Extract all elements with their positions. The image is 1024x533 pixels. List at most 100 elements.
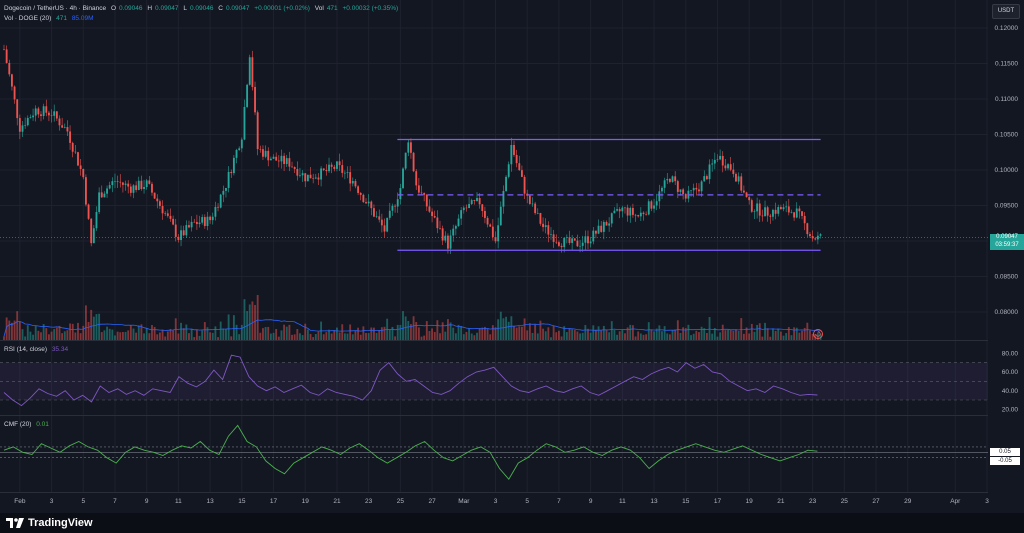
candle-body — [145, 180, 148, 188]
volume-bar — [441, 322, 444, 340]
volume-bar — [275, 329, 278, 340]
time-tick-label: 17 — [270, 498, 278, 505]
volume-bar — [306, 329, 309, 340]
tradingview-logo[interactable]: TradingView — [6, 517, 93, 529]
volume-bar — [182, 328, 185, 340]
candle-body — [404, 152, 407, 169]
candle-body — [629, 207, 632, 216]
volume-bar — [116, 331, 119, 340]
volume-bar — [42, 324, 45, 340]
time-tick-label: 19 — [302, 498, 310, 505]
candle-body — [531, 203, 534, 205]
candle-body — [394, 205, 397, 207]
candle-body — [647, 201, 650, 215]
volume-bar — [515, 327, 518, 340]
time-tick-label: Feb — [14, 498, 26, 505]
candle-body — [84, 177, 87, 205]
candle-body — [735, 173, 737, 182]
candle-body — [47, 112, 50, 116]
candle-body — [349, 172, 352, 184]
volume-bar — [462, 334, 465, 340]
volume-bar — [137, 325, 140, 340]
volume-bar — [523, 318, 526, 340]
candle-body — [235, 149, 238, 158]
candle-body — [732, 169, 735, 174]
volume-bar — [679, 332, 682, 340]
volume-bar — [735, 329, 737, 340]
candle-body — [787, 206, 790, 213]
volume-bar — [11, 322, 13, 340]
cmf-label: CMF (20) — [4, 421, 32, 428]
volume-bar — [737, 330, 740, 340]
candle-body — [417, 185, 420, 193]
volume-bar — [388, 329, 391, 340]
volume-bar — [468, 328, 471, 340]
volume-bar — [676, 320, 679, 340]
candle-body — [386, 217, 389, 232]
volume-bar — [264, 327, 267, 340]
candle-body — [729, 164, 732, 170]
candle-body — [811, 236, 814, 239]
volume-bar — [124, 331, 127, 340]
legend-volume[interactable]: Vol · DOGE (20) 471 85.09M — [4, 15, 97, 22]
candle-body — [119, 181, 122, 183]
candle-body — [275, 156, 278, 161]
currency-button[interactable]: USDT — [992, 4, 1020, 19]
candle-body — [801, 211, 803, 216]
volume-bar — [217, 337, 219, 340]
volume-bar — [581, 332, 584, 340]
candle-body — [579, 245, 581, 247]
chart-canvas[interactable]: 0.12000 0.11500 0.11000 0.10500 0.10000 0.095… — [0, 0, 1024, 513]
legend-cmf[interactable]: CMF (20) 0.01 — [4, 421, 52, 428]
time-tick-label: 5 — [525, 498, 529, 505]
low-label: L — [183, 5, 187, 12]
volume-bar — [663, 326, 666, 340]
candle-body — [518, 163, 521, 171]
volume-bar — [26, 325, 29, 340]
candle-body — [248, 57, 251, 85]
candle-body — [661, 187, 663, 192]
price-channel[interactable] — [397, 138, 821, 251]
time-tick-label: 3 — [494, 498, 498, 505]
candle-body — [460, 210, 463, 219]
candle-body — [462, 207, 465, 211]
volume-bar — [121, 331, 124, 340]
rsi-tick-label: 60.00 — [1002, 369, 1019, 376]
candle-body — [322, 168, 325, 171]
candle-body — [563, 237, 566, 248]
candle-body — [116, 181, 119, 182]
volume-bar — [700, 326, 703, 340]
time-tick-label: Mar — [458, 498, 470, 505]
candle-body — [510, 144, 513, 165]
candle-body — [8, 62, 11, 75]
volume-bar — [814, 333, 817, 340]
legend-rsi[interactable]: RSI (14, close) 35.34 — [4, 346, 71, 353]
legend-symbol[interactable]: Dogecoin / TetherUS · 4h · Binance O 0.09… — [4, 5, 401, 12]
reset-chart-icon[interactable] — [813, 329, 823, 339]
volume-bar — [692, 333, 695, 340]
candle-body — [227, 171, 230, 188]
candle-body — [605, 221, 608, 226]
volume-bar — [172, 330, 175, 340]
time-tick-label: 7 — [557, 498, 561, 505]
volume-bar — [417, 327, 420, 340]
volume-bar — [716, 336, 719, 340]
volume-bar — [343, 333, 346, 340]
candle-body — [45, 106, 48, 113]
volume-value: 471 — [56, 15, 67, 22]
candle-body — [502, 191, 505, 207]
volume-bar — [724, 330, 727, 340]
volume-bar — [235, 324, 238, 340]
rsi-label: RSI (14, close) — [4, 346, 47, 353]
volume-bar — [682, 327, 685, 340]
time-tick-label: 21 — [777, 498, 785, 505]
volume-bar — [690, 335, 692, 340]
volume-bar — [507, 321, 510, 340]
volume-bar — [729, 330, 732, 340]
candle-body — [312, 178, 315, 179]
volume-bar — [169, 328, 172, 340]
volume-bar — [634, 336, 637, 340]
volume-bar — [631, 325, 634, 340]
volume-bar — [346, 333, 349, 340]
